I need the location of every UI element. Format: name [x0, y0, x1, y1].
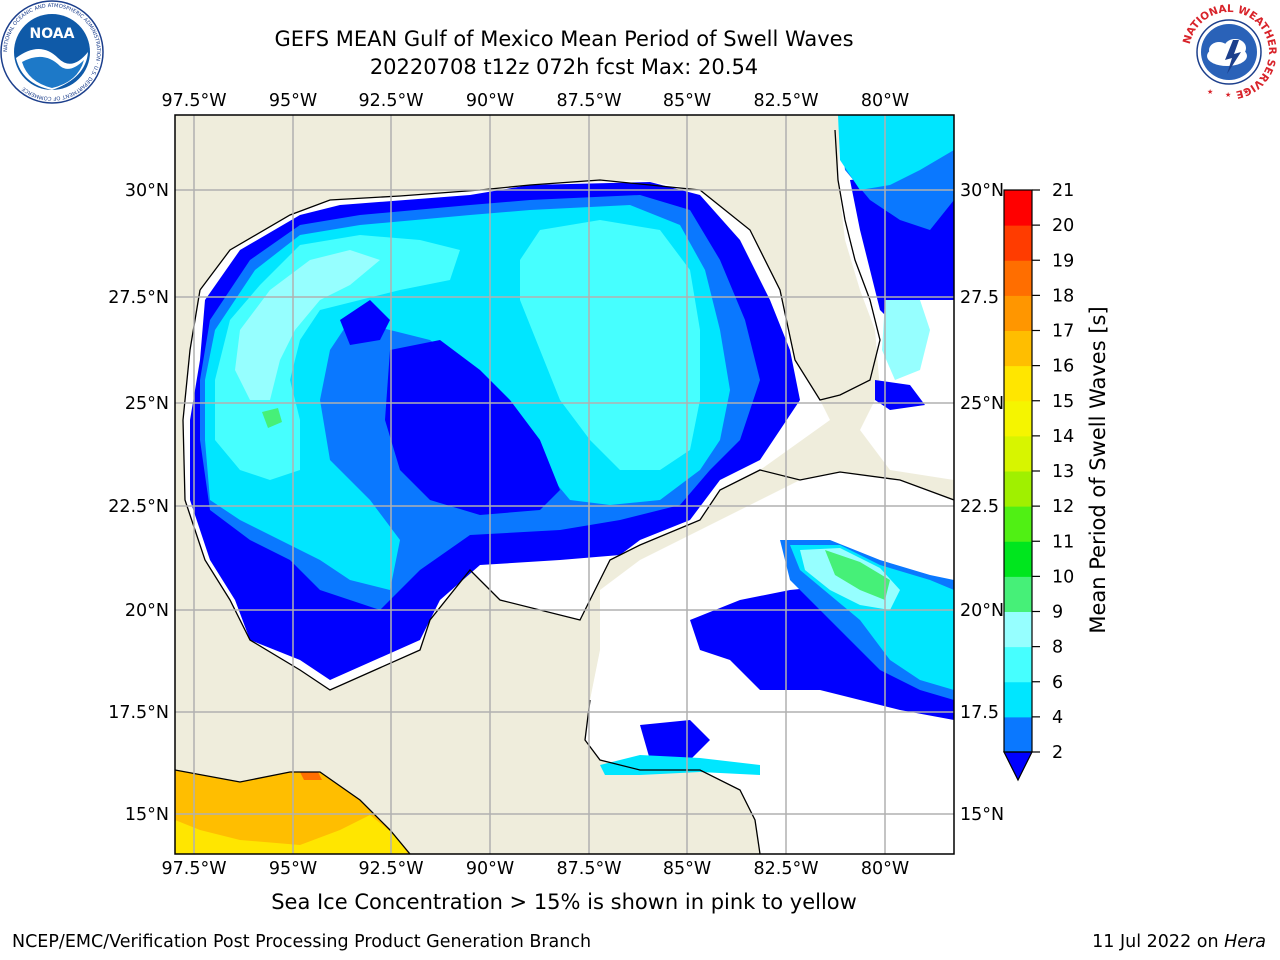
colorbar-band	[1004, 611, 1032, 648]
lat-label-left: 15°N	[125, 805, 169, 825]
svg-text:★: ★	[1243, 88, 1249, 96]
colorbar-tick-label: 9	[1052, 603, 1063, 623]
colorbar-band	[1004, 435, 1032, 472]
colorbar-extend-triangle	[1003, 751, 1033, 782]
colorbar-band	[1004, 330, 1032, 367]
colorbar-tick-label: 6	[1052, 673, 1063, 693]
map-frame	[174, 114, 955, 855]
lat-label-right: 30°N	[960, 181, 1004, 201]
map-layers	[175, 115, 954, 854]
colorbar: 2 4 6 8 9 10 11 12 13 14 15 16 17 18 19 20 21	[1003, 181, 1074, 782]
colorbar-tick-label: 10	[1052, 567, 1074, 587]
colorbar-band	[1004, 260, 1032, 296]
lat-label-left: 27.5°N	[108, 288, 169, 308]
contour-straits-florida	[882, 300, 930, 380]
nws-logo: NATIONAL WEATHER SERVICE ★ ★ ★	[1179, 2, 1279, 102]
lat-label-right: 25°N	[960, 394, 1004, 414]
contour-10-11s-caribbean	[825, 550, 890, 600]
lat-label-left: 22.5°N	[108, 497, 169, 517]
lat-label-right: 22.5	[960, 497, 999, 517]
colorbar-band	[1004, 506, 1032, 542]
chart-title: GEFS MEAN Gulf of Mexico Mean Period of …	[274, 27, 854, 51]
lat-label-left: 30°N	[125, 181, 169, 201]
lat-label-left: 25°N	[125, 394, 169, 414]
colorbar-band	[1004, 471, 1032, 507]
lon-label-bottom: 85°W	[663, 859, 711, 879]
contour-8-9s-gulf-east	[520, 220, 700, 470]
lon-label-top: 92.5°W	[358, 91, 423, 111]
coastlines	[175, 129, 954, 854]
colorbar-band	[1004, 576, 1032, 612]
contour-6-8s-atlantic	[838, 115, 954, 190]
contour-lows-gulf-center	[385, 340, 560, 515]
chart-subtitle: 20220708 t12z 072h fcst Max: 20.54	[369, 55, 759, 79]
colorbar-tick-label: 13	[1052, 462, 1074, 482]
lon-label-bottom: 90°W	[466, 859, 514, 879]
lat-label-left: 20°N	[125, 601, 169, 621]
colorbar-tick-label: 11	[1052, 532, 1074, 552]
credit-date-text: 11 Jul 2022 on	[1092, 932, 1219, 952]
colorbar-band	[1004, 646, 1032, 683]
noaa-logo: NATIONAL OCEANIC AND ATMOSPHERIC ADMINIS…	[0, 0, 104, 104]
colorbar-label: Mean Period of Swell Waves [s]	[1086, 306, 1110, 633]
colorbar-tick-label: 20	[1052, 216, 1074, 236]
lon-label-bottom: 82.5°W	[753, 859, 818, 879]
lon-label-bottom: 87.5°W	[556, 859, 621, 879]
graticule	[175, 115, 954, 854]
lon-label-bottom: 92.5°W	[358, 859, 423, 879]
colorbar-tick-label: 4	[1052, 708, 1063, 728]
colorbar-tick-label: 18	[1052, 286, 1074, 306]
colorbar-tick-label: 16	[1052, 357, 1074, 377]
colorbar-tick-label: 21	[1052, 181, 1074, 201]
contour-9-10s-gulf	[235, 250, 380, 400]
lon-label-bottom: 97.5°W	[161, 859, 226, 879]
lon-label-bottom: 95°W	[269, 859, 317, 879]
lat-label-right: 15°N	[960, 805, 1004, 825]
colorbar-band	[1004, 225, 1032, 261]
pacific-swell-peak	[300, 772, 322, 780]
colorbar-tick-label: 15	[1052, 392, 1074, 412]
svg-text:★: ★	[1225, 91, 1231, 99]
colorbar-tick-label: 19	[1052, 251, 1074, 271]
colorbar-band	[1004, 681, 1032, 718]
lat-label-left: 17.5°N	[108, 703, 169, 723]
colorbar-band	[1004, 541, 1032, 577]
contour-lows-gulf-north	[340, 300, 390, 345]
lon-label-top: 87.5°W	[556, 91, 621, 111]
colorbar-band	[1004, 716, 1032, 753]
sea-ice-note: Sea Ice Concentration > 15% is shown in …	[271, 890, 857, 914]
credit-host: Hera	[1224, 932, 1266, 952]
colorbar-tick-label: 2	[1052, 743, 1063, 763]
noaa-wordmark: NOAA	[30, 26, 75, 42]
lat-label-right: 20°N	[960, 601, 1004, 621]
contour-10-11s-patch	[262, 408, 282, 428]
colorbar-band	[1004, 295, 1032, 331]
credit-branch: NCEP/EMC/Verification Post Processing Pr…	[12, 932, 592, 952]
colorbar-band	[1004, 190, 1032, 226]
lon-label-top: 82.5°W	[753, 91, 818, 111]
contour-yucatan-channel	[640, 720, 710, 760]
lon-label-top: 95°W	[269, 91, 317, 111]
colorbar-band	[1004, 400, 1032, 437]
lon-label-top: 80°W	[861, 91, 909, 111]
lon-label-top: 97.5°W	[161, 91, 226, 111]
credit-date: 11 Jul 2022 on Hera	[1092, 932, 1266, 952]
lat-label-right: 27.5	[960, 288, 999, 308]
lon-label-bottom: 80°W	[861, 859, 909, 879]
colorbar-band	[1004, 365, 1032, 402]
colorbar-tick-label: 17	[1052, 322, 1074, 342]
svg-text:★: ★	[1207, 88, 1213, 96]
pacific-swell-high	[175, 815, 408, 854]
lon-label-top: 85°W	[663, 91, 711, 111]
colorbar-tick-label: 14	[1052, 427, 1074, 447]
lon-label-top: 90°W	[466, 91, 514, 111]
colorbar-tick-label: 8	[1052, 638, 1063, 658]
lat-label-right: 17.5	[960, 703, 999, 723]
colorbar-tick-label: 12	[1052, 497, 1074, 517]
